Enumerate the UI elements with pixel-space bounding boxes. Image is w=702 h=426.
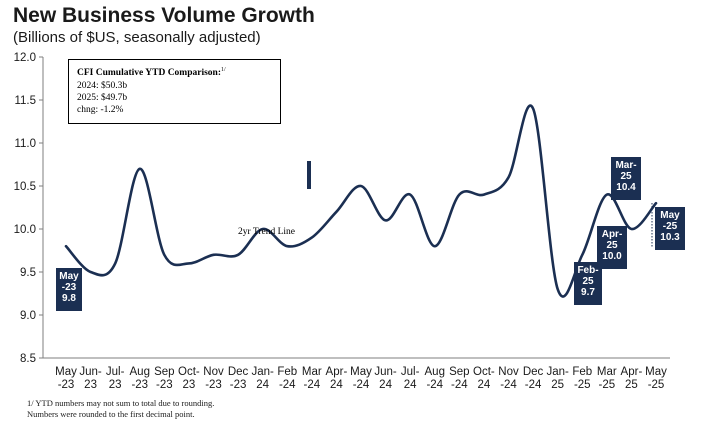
x-tick-label: -23 [58,379,75,391]
x-tick-label: -25 [648,379,665,391]
y-tick-label: 11.0 [14,138,36,150]
x-tick-label: 24 [330,379,343,391]
x-tick-label: Dec [228,366,249,378]
x-tick-label: -24 [500,379,517,391]
y-tick-label: 9.5 [20,267,36,279]
y-tick-label: 9.0 [20,310,36,322]
x-tick-label: Nov [203,366,224,378]
callout-apr-25: Apr- 25 10.0 [597,226,627,269]
x-tick-label: 24 [478,379,491,391]
x-tick-label: -23 [131,379,148,391]
x-tick-label: 23 [84,379,97,391]
x-tick-label: Jan- [251,366,274,378]
x-tick-label: Aug [425,366,445,378]
x-tick-label: Jun- [79,366,102,378]
x-tick-label: 23 [183,379,196,391]
x-tick-label: -24 [279,379,296,391]
x-tick-label: Sep [449,366,469,378]
x-tick-label: -24 [353,379,370,391]
callout-mar-25: Mar- 25 10.4 [611,157,641,200]
x-tick-label: Oct- [473,366,495,378]
x-tick-label: Oct- [178,366,200,378]
chart-title: New Business Volume Growth [13,4,315,27]
x-tick-label: Jul- [106,366,125,378]
x-tick-label: -24 [451,379,468,391]
y-tick-label: 8.5 [20,353,36,365]
series-line [64,104,658,298]
x-tick-label: -23 [230,379,247,391]
x-tick-label: -25 [574,379,591,391]
callout-may-23: May -23 9.8 [56,268,82,311]
chart-subtitle: (Billions of $US, seasonally adjusted) [13,29,261,46]
y-tick-label: 12.0 [14,52,36,64]
ytd-change-value: chng: -1.2% [77,105,124,115]
ytd-box-footnote-marker: 1/ [221,67,226,73]
x-tick-label: -24 [426,379,443,391]
period-marker [307,161,311,189]
x-tick-label: Jul- [401,366,420,378]
x-tick-label: -24 [304,379,321,391]
trend-line-label: 2yr Trend Line [238,227,295,237]
x-tick-label: -23 [205,379,222,391]
x-tick-label: 24 [379,379,392,391]
x-tick-label: Apr- [621,366,643,378]
y-tick-label: 10.5 [14,181,36,193]
y-tick-label: 11.5 [14,95,36,107]
x-tick-label: 25 [551,379,564,391]
x-tick-label: Sep [154,366,174,378]
x-tick-label: Dec [523,366,544,378]
x-tick-label: Mar [597,366,617,378]
ytd-comparison-box: CFI Cumulative YTD Comparison:1/ 2024: $… [68,59,281,124]
x-tick-label: -23 [156,379,173,391]
x-tick-label: -24 [525,379,542,391]
ytd-2025-value: 2025: $49.7b [77,93,128,103]
footnote-rounding-ytd: 1/ YTD numbers may not sum to total due … [27,398,215,408]
x-tick-label: Feb [572,366,592,378]
x-tick-label: May [350,366,372,378]
ytd-box-heading: CFI Cumulative YTD Comparison:1/ [77,67,226,79]
x-tick-label: Feb [277,366,297,378]
callout-may-25: May -25 10.3 [655,207,685,250]
footnote-rounding-decimal: Numbers were rounded to the first decima… [27,409,195,419]
x-tick-label: 25 [625,379,638,391]
x-tick-label: Mar [302,366,322,378]
x-tick-label: Apr- [326,366,348,378]
x-tick-label: 24 [404,379,417,391]
x-tick-label: May [55,366,77,378]
callout-feb-25: Feb- 25 9.7 [574,262,602,305]
y-tick-label: 10.0 [14,224,36,236]
x-tick-label: Aug [130,366,150,378]
x-tick-label: May [645,366,667,378]
x-tick-label: 23 [109,379,122,391]
x-tick-label: Jun- [374,366,397,378]
x-tick-label: Nov [498,366,519,378]
ytd-2024-value: 2024: $50.3b [77,81,128,91]
x-tick-label: Jan- [546,366,569,378]
x-tick-label: 24 [256,379,269,391]
x-tick-label: -25 [599,379,616,391]
